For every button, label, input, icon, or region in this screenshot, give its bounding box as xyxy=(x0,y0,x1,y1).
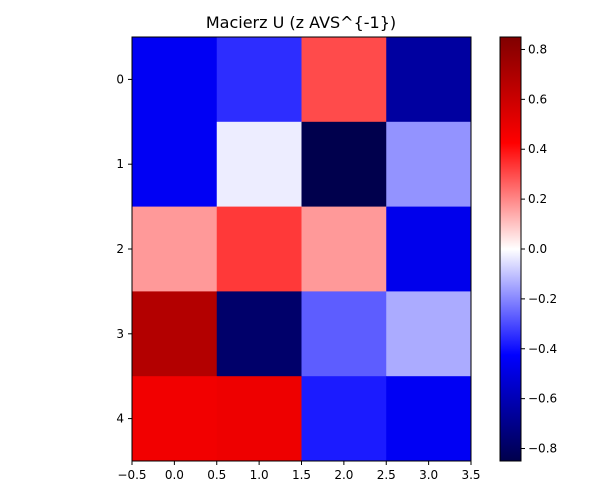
x-tick-label: 3.5 xyxy=(461,468,480,482)
heatmap-cells xyxy=(132,37,472,462)
heatmap-cell xyxy=(132,291,218,377)
x-tick-label: 1.0 xyxy=(250,468,269,482)
colorbar-axis: 0.8 0.6 0.4 0.2 0.0 −0.2 −0.4 −0.6 −0.8 xyxy=(521,42,557,456)
colorbar-tick-label: 0.2 xyxy=(528,192,547,206)
heatmap-cell xyxy=(216,37,302,123)
heatmap-cell xyxy=(301,121,387,208)
y-axis: 0 1 2 3 4 xyxy=(116,72,132,426)
y-tick-label: 3 xyxy=(116,327,124,341)
heatmap-cell xyxy=(386,37,472,123)
colorbar-tick-label: 0.6 xyxy=(528,92,547,106)
heatmap-cell xyxy=(132,121,218,208)
chart-title: Macierz U (z AVS^{-1}) xyxy=(206,13,396,32)
heatmap-cell xyxy=(216,376,302,462)
heatmap-cell xyxy=(301,37,387,123)
x-tick-label: 0.5 xyxy=(207,468,226,482)
y-tick-label: 4 xyxy=(116,412,124,426)
heatmap-cell xyxy=(301,376,387,462)
colorbar-tick-label: 0.8 xyxy=(528,42,547,56)
x-tick-label: 0.0 xyxy=(165,468,184,482)
colorbar-tick-label: −0.2 xyxy=(528,292,557,306)
y-tick-label: 0 xyxy=(116,72,124,86)
heatmap-cell xyxy=(132,206,218,292)
heatmap-cell xyxy=(132,376,218,462)
heatmap-cell xyxy=(386,206,472,292)
heatmap-cell xyxy=(386,291,472,377)
colorbar xyxy=(499,36,522,462)
heatmap-cell xyxy=(301,206,387,292)
heatmap-cell xyxy=(132,37,218,123)
y-tick-label: 1 xyxy=(116,157,124,171)
heatmap-cell xyxy=(216,291,302,377)
heatmap-cell xyxy=(216,121,302,208)
x-tick-label: 3.0 xyxy=(419,468,438,482)
x-tick-label: 2.0 xyxy=(334,468,353,482)
x-tick-label: 1.5 xyxy=(292,468,311,482)
heatmap-cell xyxy=(301,291,387,377)
heatmap-cell xyxy=(386,121,472,208)
x-tick-label: −0.5 xyxy=(117,468,146,482)
heatmap-cell xyxy=(386,376,472,462)
x-tick-label: 2.5 xyxy=(377,468,396,482)
colorbar-tick-label: −0.4 xyxy=(528,342,557,356)
heatmap-cell xyxy=(216,206,302,292)
x-axis: −0.5 0.0 0.5 1.0 1.5 2.0 2.5 3.0 3.5 xyxy=(117,461,481,482)
y-tick-label: 2 xyxy=(116,242,124,256)
colorbar-tick-label: −0.8 xyxy=(528,442,557,456)
colorbar-tick-label: −0.6 xyxy=(528,392,557,406)
colorbar-tick-label: 0.4 xyxy=(528,142,547,156)
colorbar-tick-label: 0.0 xyxy=(528,242,547,256)
